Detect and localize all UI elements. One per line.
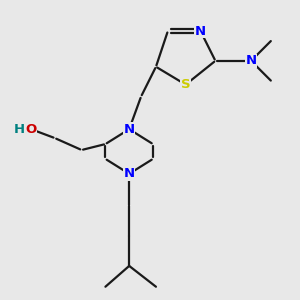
Text: N: N bbox=[245, 54, 256, 67]
Text: O: O bbox=[26, 123, 37, 136]
Text: N: N bbox=[195, 25, 206, 38]
Text: N: N bbox=[124, 123, 135, 136]
Text: S: S bbox=[181, 78, 190, 91]
Text: N: N bbox=[124, 167, 135, 180]
Text: H: H bbox=[14, 123, 25, 136]
